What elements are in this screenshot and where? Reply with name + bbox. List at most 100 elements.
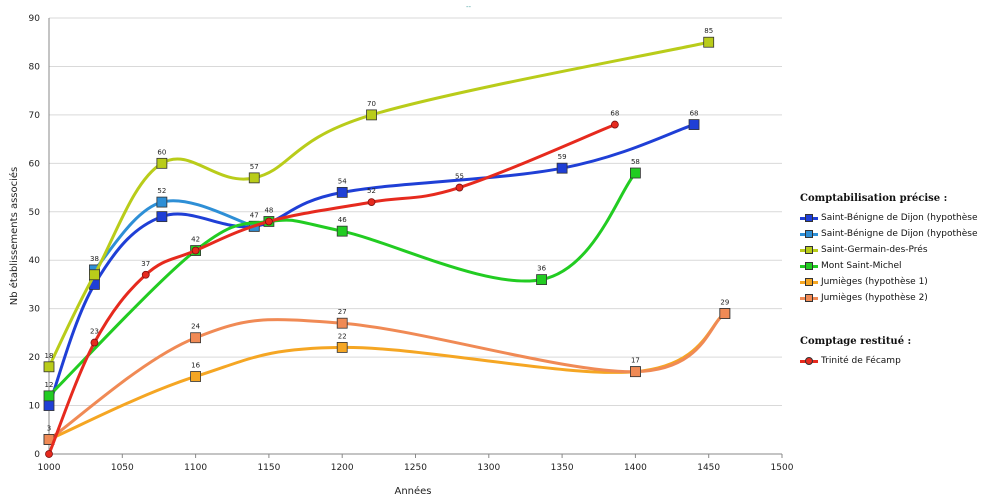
y-tick-label: 50 [29,208,41,218]
data-label: 24 [191,323,200,331]
x-tick-label: 1300 [477,463,500,473]
data-point [630,167,641,179]
data-point [248,172,260,184]
data-point [703,36,715,48]
data-label: 59 [558,153,567,161]
data-point [719,308,731,319]
data-label: 29 [720,299,729,307]
legend-label: Saint-Bénigne de Dijon (hypothèse 2) [821,229,981,239]
x-axis-label: Années [394,485,431,497]
data-point [336,317,348,329]
legend-swatch [800,213,818,223]
series-6: 23 37 48 52 55 68 [45,110,619,458]
x-tick-label: 1200 [331,463,354,473]
data-label: 42 [191,236,200,244]
legend-item: Jumièges (hypothèse 1) [800,274,980,290]
legend-swatch [800,277,818,287]
legend-label: Jumièges (hypothèse 1) [821,277,928,287]
data-point [190,332,202,344]
x-tick-label: 1050 [111,463,134,473]
data-label: 70 [367,100,376,108]
data-point [43,361,55,373]
legend-swatch [800,261,818,271]
axes: 0 10 20 30 40 50 60 70 80 90 1000 1050 1100 1150 1200 1… [29,14,794,473]
data-point [156,196,168,208]
series-group: 1035494754596838521860577085124246365816… [43,27,731,458]
data-label: 47 [250,211,259,219]
legend-label: Mont Saint-Michel [821,261,902,271]
x-tick-label: 1400 [624,463,647,473]
x-tick-label: 1150 [257,463,280,473]
data-label: 36 [537,265,546,273]
legend-group2-title: Comptage restitué : [800,336,912,347]
data-point [367,198,376,206]
chart-title-placeholder: -- [466,3,472,11]
series-line [47,40,711,369]
data-point [191,246,200,255]
y-tick-label: 90 [29,14,41,24]
data-label: 27 [338,308,347,316]
data-point [90,338,99,347]
legend-label: Saint-Germain-des-Prés [821,245,928,255]
legend-swatch [800,356,818,366]
data-point [556,162,568,174]
data-point [156,211,168,223]
legend-label: Saint-Bénigne de Dijon (hypothèse 1) [821,213,981,223]
data-label: 22 [338,332,347,340]
data-label: 46 [338,216,347,224]
legend-group2: Trinité de Fécamp [800,353,980,369]
legend-group1-title: Comptabilisation précise : [800,193,948,204]
data-label: 68 [690,110,699,118]
data-label: 52 [157,187,166,195]
legend-item: Saint-Bénigne de Dijon (hypothèse 2) [800,226,981,242]
legend-item: Mont Saint-Michel [800,258,980,274]
series-2: 18 60 57 70 85 [43,27,715,373]
data-label: 57 [250,163,259,171]
data-label: 23 [90,328,99,336]
y-tick-label: 20 [29,353,41,363]
data-point [630,366,641,378]
y-axis-label: Nb établissements associés [8,167,20,306]
x-tick-label: 1250 [404,463,427,473]
data-label: 48 [264,206,273,214]
data-point [336,186,348,198]
data-point [610,120,619,129]
x-tick-label: 1450 [697,463,720,473]
series-3: 12 42 46 36 58 [43,158,641,402]
series-5: 3 24 27 29 [43,299,731,445]
data-label: 17 [631,357,640,365]
data-point [264,217,273,226]
legend-item: Trinité de Fécamp [800,353,980,369]
data-label: 37 [141,260,150,268]
data-label: 38 [90,255,99,263]
legend-swatch [800,293,818,303]
y-tick-label: 30 [29,305,41,315]
legend-item: Jumièges (hypothèse 2) [800,290,980,306]
y-tick-label: 10 [29,402,41,412]
y-tick-label: 70 [29,111,41,121]
data-label: 55 [455,173,464,181]
data-point [688,119,700,130]
data-label: 18 [45,352,54,360]
legend-label: Jumièges (hypothèse 2) [821,293,928,303]
data-point [156,157,168,169]
legend-label: Trinité de Fécamp [821,356,901,366]
data-label: 16 [191,361,200,369]
y-tick-label: 80 [29,62,41,72]
data-point [336,342,348,353]
legend-item: Saint-Germain-des-Prés [800,242,980,258]
data-point [141,270,150,279]
data-point [366,109,377,121]
series-line [47,312,727,441]
y-tick-label: 40 [29,256,41,266]
data-point [43,400,55,411]
legend-group1: Saint-Bénigne de Dijon (hypothèse 1) Sain… [800,210,981,306]
data-label: 58 [631,158,640,166]
data-label: 85 [704,27,713,35]
data-point [455,183,464,192]
legend-swatch [800,229,818,239]
data-point [45,450,53,458]
legend-item: Saint-Bénigne de Dijon (hypothèse 1) [800,210,981,226]
data-label: 68 [610,110,619,118]
